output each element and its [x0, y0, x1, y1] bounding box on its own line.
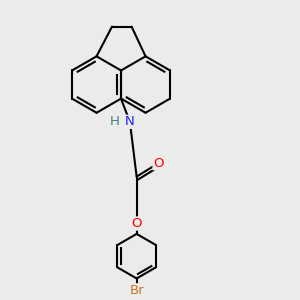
Text: N: N [125, 115, 135, 128]
Text: O: O [131, 217, 142, 230]
Text: Br: Br [129, 284, 144, 297]
Text: H: H [110, 115, 119, 128]
Text: O: O [153, 157, 164, 170]
